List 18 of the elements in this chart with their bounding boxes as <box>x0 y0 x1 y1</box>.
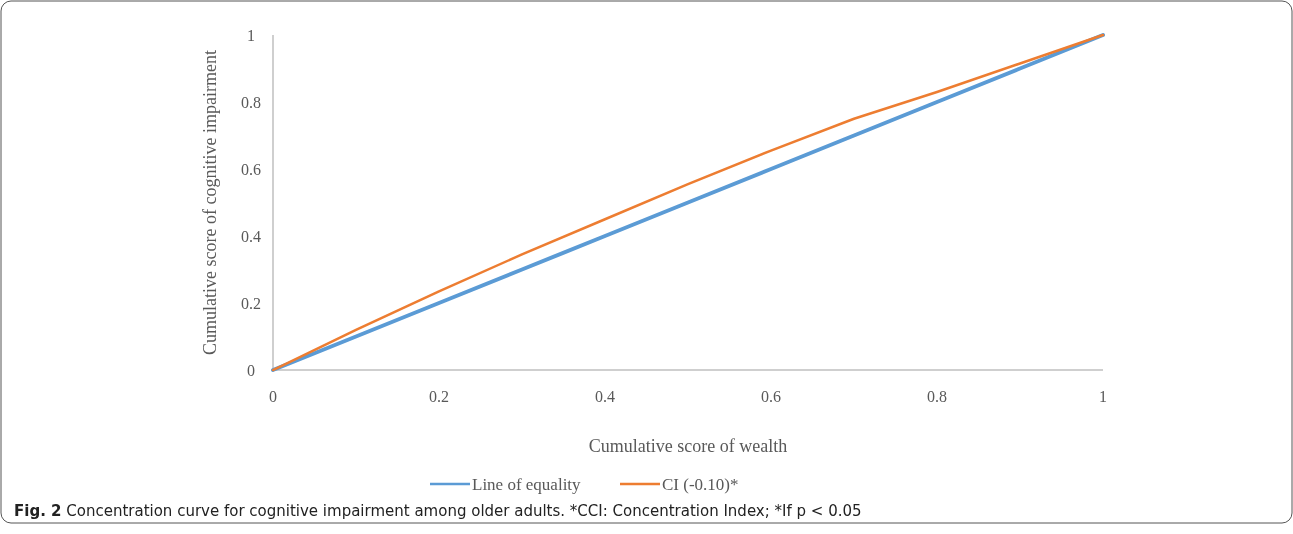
y-tick-label: 0.6 <box>241 161 261 178</box>
x-tick-label: 0.6 <box>761 388 781 405</box>
y-tick-label: 0.8 <box>241 94 261 111</box>
x-tick-label: 0 <box>269 388 277 405</box>
legend-label: Line of equality <box>472 475 582 494</box>
x-axis-title: Cumulative score of wealth <box>588 436 788 456</box>
x-tick-label: 1 <box>1099 388 1107 405</box>
y-tick-label: 0 <box>247 362 255 379</box>
y-axis-title: Cumulative score of cognitive impairment <box>200 50 220 355</box>
y-tick-label: 1 <box>247 27 255 44</box>
x-tick-label: 0.8 <box>927 388 947 405</box>
y-tick-label: 0.4 <box>241 228 261 245</box>
x-tick-label: 0.2 <box>429 388 449 405</box>
line-series <box>271 33 1105 372</box>
y-tick-label: 0.2 <box>241 295 261 312</box>
x-tick-label: 0.4 <box>595 388 615 405</box>
caption: Fig. 2 Concentration curve for cognitive impairment among older adults. *CCI: Concentration Index; *If p < 0.05 <box>14 502 862 520</box>
legend-label: CI (-0.10)* <box>662 475 739 494</box>
